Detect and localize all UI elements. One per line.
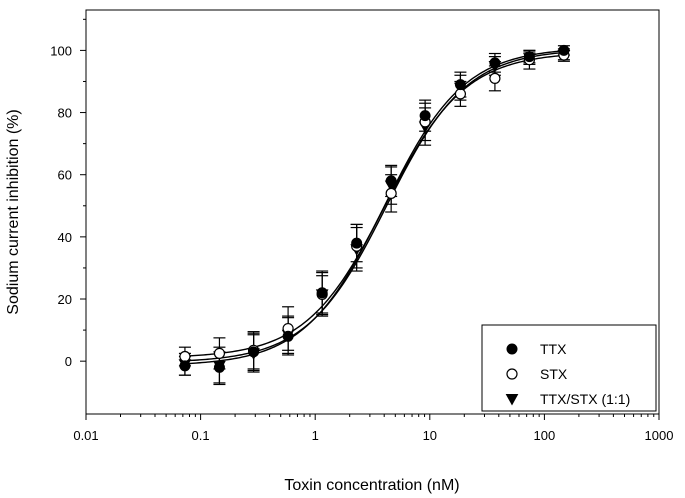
y-tick-label: 100 bbox=[50, 43, 72, 58]
x-tick-label: 0.1 bbox=[192, 428, 210, 443]
data-point bbox=[419, 110, 431, 122]
x-tick-label: 1 bbox=[312, 428, 319, 443]
data-point bbox=[351, 237, 363, 249]
data-point bbox=[489, 72, 501, 84]
fit-curve bbox=[182, 51, 565, 362]
legend-marker bbox=[505, 394, 519, 406]
data-point bbox=[558, 44, 570, 56]
legend-label: TTX bbox=[540, 341, 567, 357]
y-axis-label: Sodium current inhibition (%) bbox=[5, 109, 22, 314]
data-point bbox=[179, 360, 191, 372]
legend-marker bbox=[506, 368, 518, 380]
y-tick-label: 40 bbox=[58, 230, 72, 245]
y-axis-ticks: 0 20 40 60 80 100 bbox=[50, 18, 86, 369]
fit-curve bbox=[182, 54, 565, 357]
fit-curve bbox=[182, 49, 565, 365]
data-point bbox=[213, 361, 225, 373]
x-tick-label: 100 bbox=[534, 428, 556, 443]
legend-label: TTX/STX (1:1) bbox=[540, 391, 630, 407]
data-point bbox=[282, 330, 294, 342]
x-tick-label: 0.01 bbox=[73, 428, 98, 443]
data-point bbox=[523, 51, 535, 63]
fit-curves bbox=[182, 49, 565, 365]
data-point bbox=[248, 346, 260, 358]
legend-items: TTX STX TTX/STX (1:1) bbox=[505, 341, 630, 407]
data-markers bbox=[178, 44, 571, 373]
legend: TTX STX TTX/STX (1:1) bbox=[481, 324, 657, 412]
data-point bbox=[213, 347, 226, 359]
x-axis-ticks: 0.01 0.1 1 10 100 1000 bbox=[73, 414, 673, 443]
data-point bbox=[316, 287, 328, 299]
data-point bbox=[454, 79, 466, 91]
y-tick-label: 20 bbox=[58, 292, 72, 307]
legend-marker bbox=[506, 343, 518, 355]
legend-label: STX bbox=[540, 366, 568, 382]
data-point bbox=[454, 88, 467, 100]
x-tick-label: 10 bbox=[423, 428, 437, 443]
data-point bbox=[385, 187, 397, 199]
x-tick-label: 1000 bbox=[645, 428, 674, 443]
y-tick-label: 60 bbox=[58, 168, 72, 183]
plot-frame bbox=[85, 9, 660, 415]
x-axis-label: Toxin concentration (nM) bbox=[284, 477, 459, 494]
y-tick-label: 80 bbox=[58, 106, 72, 121]
y-tick-label: 0 bbox=[65, 354, 72, 369]
data-point bbox=[179, 350, 191, 363]
data-point bbox=[489, 57, 501, 69]
data-point bbox=[385, 175, 397, 187]
